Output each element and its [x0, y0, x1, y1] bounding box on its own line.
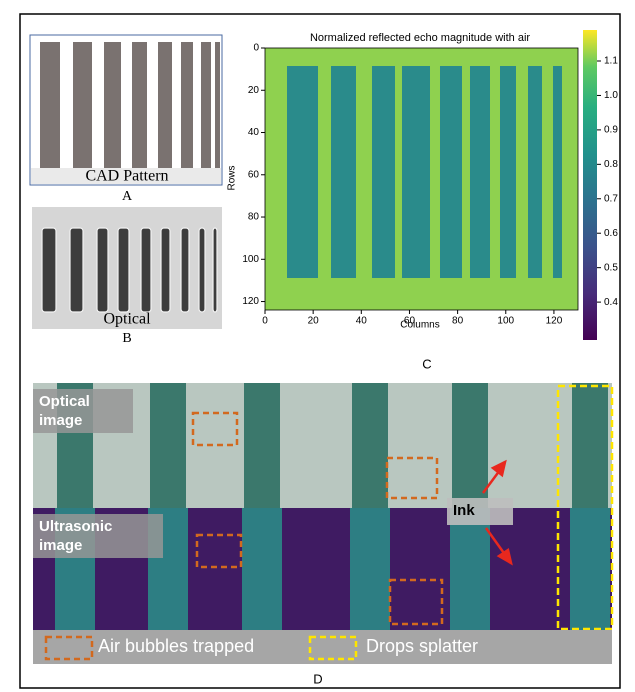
optical-stripe [181, 228, 189, 312]
y-axis-label: Rows [227, 165, 238, 190]
ink-line-ultrasonic [570, 508, 610, 630]
colorbar-tick-label: 0.9 [604, 125, 618, 136]
y-tick-label: 60 [248, 169, 260, 180]
ink-line-optical [572, 383, 608, 508]
ultrasonic-label: Ultrasonic image [33, 514, 163, 558]
ink-label: Ink [447, 498, 513, 525]
optical-stripe [141, 228, 151, 312]
heatmap-stripe [287, 66, 318, 278]
colorbar-tick-label: 1.1 [604, 56, 618, 67]
colorbar [583, 30, 597, 340]
y-tick-label: 0 [253, 43, 259, 54]
optical-stripe [199, 228, 205, 312]
panel-label: C [422, 356, 431, 371]
cad-stripe [201, 42, 211, 168]
optical-label: Optical image [33, 389, 133, 433]
panel-label: A [122, 189, 133, 204]
cad-stripe [132, 42, 147, 168]
y-tick-label: 20 [248, 85, 260, 96]
x-tick-label: 120 [546, 316, 563, 327]
colorbar-tick-label: 0.5 [604, 262, 618, 273]
ink-line-optical [352, 383, 388, 508]
ink-line-ultrasonic [450, 508, 490, 630]
colorbar-tick-label: 0.7 [604, 193, 618, 204]
x-tick-label: 60 [404, 316, 416, 327]
y-tick-label: 100 [242, 254, 259, 265]
y-tick-label: 120 [242, 296, 259, 307]
heatmap-stripe [528, 66, 542, 278]
heatmap-stripe [553, 66, 562, 278]
y-tick-label: 40 [248, 127, 260, 138]
optical-stripe [42, 228, 56, 312]
heatmap-stripe [500, 66, 516, 278]
ink-line-optical [452, 383, 488, 508]
page: CAD Pattern A Optical B Normalized refle… [0, 0, 635, 692]
panel-label: D [313, 671, 322, 686]
caption: CAD Pattern [85, 168, 168, 185]
cad-stripe [215, 42, 220, 168]
x-tick-label: 0 [262, 316, 268, 327]
y-tick-label: 80 [248, 212, 260, 223]
caption: Optical [103, 311, 151, 328]
optical-stripe [97, 228, 108, 312]
ink-line-optical [244, 383, 280, 508]
colorbar-tick-label: 0.4 [604, 297, 618, 308]
chart-title: Normalized reflected echo magnitude with… [310, 32, 530, 44]
colorbar-tick-label: 1.0 [604, 90, 618, 101]
optical-stripe [213, 228, 217, 312]
cad-stripe [104, 42, 121, 168]
colorbar-tick-label: 0.6 [604, 228, 618, 239]
heatmap-stripe [331, 66, 356, 278]
cad-stripe [181, 42, 193, 168]
optical-stripe [70, 228, 83, 312]
heatmap-stripe [440, 66, 462, 278]
legend-entry: Drops splatter [366, 636, 478, 656]
heatmap-stripe [372, 66, 395, 278]
colorbar-tick-label: 0.8 [604, 159, 618, 170]
cad-stripe [158, 42, 172, 168]
x-tick-label: 80 [452, 316, 464, 327]
ink-line-ultrasonic [242, 508, 282, 630]
panel-label: B [122, 331, 131, 346]
cad-stripe [40, 42, 60, 168]
x-tick-label: 20 [308, 316, 320, 327]
ink-line-ultrasonic [350, 508, 390, 630]
x-tick-label: 40 [356, 316, 368, 327]
heatmap-stripe [470, 66, 490, 278]
legend-entry: Air bubbles trapped [98, 636, 254, 656]
optical-stripe [118, 228, 129, 312]
x-tick-label: 100 [497, 316, 514, 327]
optical-stripe [161, 228, 170, 312]
figure: CAD Pattern A Optical B Normalized refle… [0, 0, 635, 692]
cad-stripe [73, 42, 92, 168]
ink-line-optical [150, 383, 186, 508]
heatmap-stripe [402, 66, 430, 278]
